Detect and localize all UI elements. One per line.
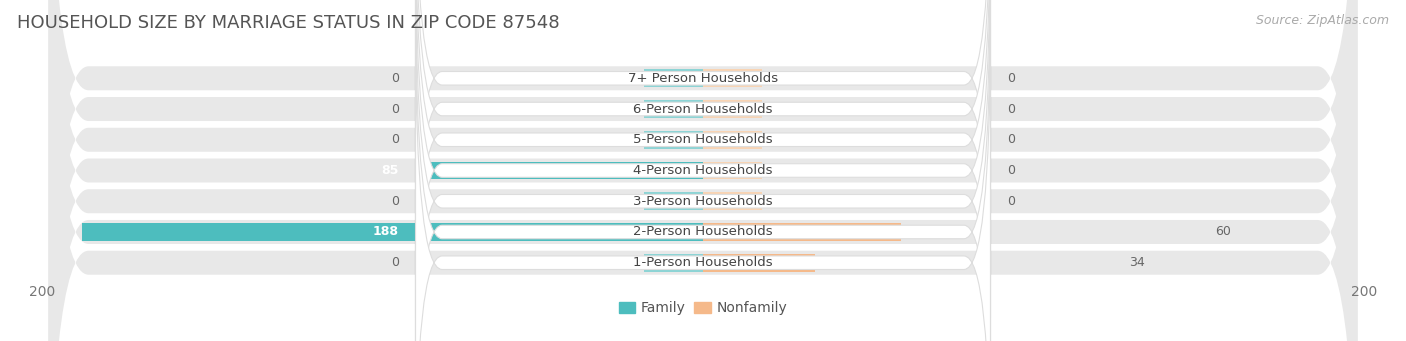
FancyBboxPatch shape <box>49 0 1357 341</box>
FancyBboxPatch shape <box>49 0 1357 341</box>
FancyBboxPatch shape <box>49 0 1357 341</box>
Text: 0: 0 <box>391 72 399 85</box>
Text: 0: 0 <box>1007 164 1015 177</box>
Text: 188: 188 <box>373 225 399 238</box>
FancyBboxPatch shape <box>416 0 990 341</box>
Text: 60: 60 <box>1215 225 1232 238</box>
Text: 0: 0 <box>1007 72 1015 85</box>
Text: 0: 0 <box>1007 133 1015 146</box>
Legend: Family, Nonfamily: Family, Nonfamily <box>613 296 793 321</box>
Bar <box>422 162 703 179</box>
FancyBboxPatch shape <box>416 0 990 341</box>
Bar <box>82 223 703 241</box>
FancyBboxPatch shape <box>416 0 990 341</box>
FancyBboxPatch shape <box>416 0 990 341</box>
Text: 3-Person Households: 3-Person Households <box>633 195 773 208</box>
FancyBboxPatch shape <box>49 0 1357 341</box>
Text: 34: 34 <box>1129 256 1144 269</box>
FancyBboxPatch shape <box>49 0 1357 341</box>
Bar <box>644 192 703 210</box>
FancyBboxPatch shape <box>416 0 990 317</box>
Text: 5-Person Households: 5-Person Households <box>633 133 773 146</box>
Bar <box>703 69 762 87</box>
FancyBboxPatch shape <box>416 0 990 341</box>
Text: 1-Person Households: 1-Person Households <box>633 256 773 269</box>
Text: 85: 85 <box>381 164 399 177</box>
FancyBboxPatch shape <box>49 0 1357 341</box>
Bar <box>644 100 703 118</box>
Text: 0: 0 <box>1007 195 1015 208</box>
Bar <box>703 100 762 118</box>
Text: 4-Person Households: 4-Person Households <box>633 164 773 177</box>
Bar <box>703 192 762 210</box>
Text: HOUSEHOLD SIZE BY MARRIAGE STATUS IN ZIP CODE 87548: HOUSEHOLD SIZE BY MARRIAGE STATUS IN ZIP… <box>17 14 560 32</box>
Text: Source: ZipAtlas.com: Source: ZipAtlas.com <box>1256 14 1389 27</box>
Text: 0: 0 <box>391 256 399 269</box>
Text: 0: 0 <box>391 103 399 116</box>
Bar <box>703 223 901 241</box>
Bar <box>703 131 762 149</box>
Text: 0: 0 <box>391 195 399 208</box>
Text: 2-Person Households: 2-Person Households <box>633 225 773 238</box>
Text: 0: 0 <box>1007 103 1015 116</box>
Text: 0: 0 <box>391 133 399 146</box>
Bar <box>644 254 703 272</box>
Text: 6-Person Households: 6-Person Households <box>633 103 773 116</box>
Bar <box>703 162 762 179</box>
FancyBboxPatch shape <box>416 24 990 341</box>
FancyBboxPatch shape <box>49 0 1357 341</box>
Bar <box>703 254 815 272</box>
Bar <box>644 131 703 149</box>
Text: 7+ Person Households: 7+ Person Households <box>628 72 778 85</box>
Bar <box>644 69 703 87</box>
